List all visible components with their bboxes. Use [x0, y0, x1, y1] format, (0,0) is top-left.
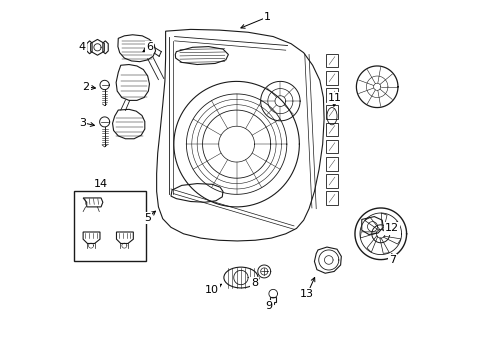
- Text: 9: 9: [265, 301, 272, 311]
- Text: 8: 8: [250, 278, 258, 288]
- Text: 13: 13: [300, 289, 314, 299]
- Text: 4: 4: [79, 42, 86, 52]
- Bar: [325, 105, 337, 119]
- Text: 2: 2: [82, 82, 89, 92]
- Text: 10: 10: [204, 285, 218, 296]
- Bar: [325, 192, 337, 205]
- Bar: [325, 174, 337, 188]
- Text: 5: 5: [144, 213, 151, 222]
- Text: 14: 14: [94, 179, 108, 189]
- Text: 6: 6: [146, 42, 153, 52]
- Bar: [325, 88, 337, 102]
- Text: 7: 7: [388, 255, 395, 265]
- Bar: [325, 157, 337, 171]
- Text: 3: 3: [79, 118, 86, 128]
- Text: 11: 11: [327, 93, 341, 103]
- Bar: [74, 191, 145, 261]
- Bar: [325, 71, 337, 85]
- Text: 12: 12: [385, 224, 399, 233]
- Bar: [325, 123, 337, 136]
- Bar: [325, 54, 337, 67]
- Text: 1: 1: [264, 12, 271, 22]
- Bar: [325, 140, 337, 153]
